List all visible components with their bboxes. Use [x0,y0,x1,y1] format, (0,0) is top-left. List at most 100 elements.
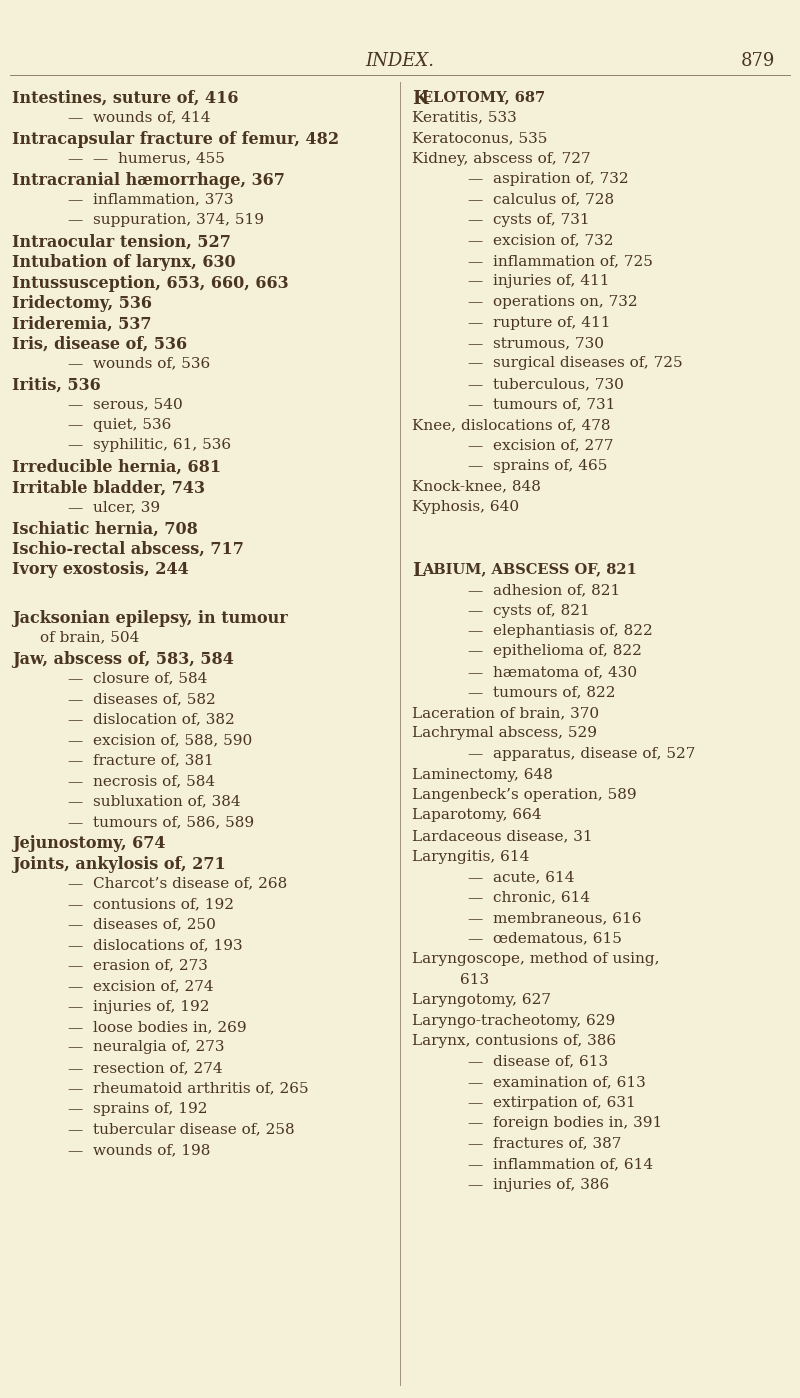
Text: —  excision of, 274: — excision of, 274 [68,979,214,993]
Text: —  subluxation of, 384: — subluxation of, 384 [68,794,241,808]
Text: —  chronic, 614: — chronic, 614 [468,891,590,905]
Text: K: K [412,89,428,108]
Text: —  tumours of, 731: — tumours of, 731 [468,397,615,411]
Text: —  excision of, 588, 590: — excision of, 588, 590 [68,733,252,747]
Text: Jaw, abscess of, 583, 584: Jaw, abscess of, 583, 584 [12,651,234,668]
Text: Jacksonian epilepsy, in tumour: Jacksonian epilepsy, in tumour [12,610,288,626]
Text: Irritable bladder, 743: Irritable bladder, 743 [12,480,205,496]
Text: —  membraneous, 616: — membraneous, 616 [468,911,642,925]
Text: —  contusions of, 192: — contusions of, 192 [68,898,234,911]
Text: Laminectomy, 648: Laminectomy, 648 [412,768,553,781]
Text: Laryngotomy, 627: Laryngotomy, 627 [412,993,551,1007]
Text: —  cysts of, 821: — cysts of, 821 [468,604,590,618]
Text: —  extirpation of, 631: — extirpation of, 631 [468,1096,636,1110]
Text: —  disease of, 613: — disease of, 613 [468,1054,608,1068]
Text: —  examination of, 613: — examination of, 613 [468,1075,646,1089]
Text: —  hæmatoma of, 430: — hæmatoma of, 430 [468,665,637,679]
Text: Jejunostomy, 674: Jejunostomy, 674 [12,836,166,853]
Text: Lardaceous disease, 31: Lardaceous disease, 31 [412,829,593,843]
Text: —  wounds of, 414: — wounds of, 414 [68,110,210,124]
Text: —  closure of, 584: — closure of, 584 [68,671,207,685]
Text: —  diseases of, 582: — diseases of, 582 [68,692,216,706]
Text: —  loose bodies in, 269: — loose bodies in, 269 [68,1021,246,1035]
Text: —  Charcot’s disease of, 268: — Charcot’s disease of, 268 [68,877,287,891]
Text: —  œdematous, 615: — œdematous, 615 [468,931,622,945]
Text: —  dislocation of, 382: — dislocation of, 382 [68,713,234,727]
Text: —  inflammation of, 725: — inflammation of, 725 [468,254,653,268]
Text: Intraocular tension, 527: Intraocular tension, 527 [12,233,231,250]
Text: Laryngo-tracheotomy, 629: Laryngo-tracheotomy, 629 [412,1014,615,1028]
Text: —  wounds of, 536: — wounds of, 536 [68,356,210,370]
Text: —  quiet, 536: — quiet, 536 [68,418,171,432]
Text: Joints, ankylosis of, 271: Joints, ankylosis of, 271 [12,856,226,872]
Text: —  suppuration, 374, 519: — suppuration, 374, 519 [68,212,264,226]
Text: Kyphosis, 640: Kyphosis, 640 [412,500,519,514]
Text: Iritis, 536: Iritis, 536 [12,377,101,394]
Text: Ischiatic hernia, 708: Ischiatic hernia, 708 [12,520,198,537]
Text: Kidney, abscess of, 727: Kidney, abscess of, 727 [412,151,590,165]
Text: —  tuberculous, 730: — tuberculous, 730 [468,377,624,391]
Text: Laparotomy, 664: Laparotomy, 664 [412,808,542,822]
Text: —  erasion of, 273: — erasion of, 273 [68,959,208,973]
Text: —  injuries of, 386: — injuries of, 386 [468,1177,610,1191]
Text: —  fracture of, 381: — fracture of, 381 [68,754,214,768]
Text: Lachrymal abscess, 529: Lachrymal abscess, 529 [412,727,597,741]
Text: —  calculus of, 728: — calculus of, 728 [468,193,614,207]
Text: —  epithelioma of, 822: — epithelioma of, 822 [468,644,642,658]
Text: Laryngoscope, method of using,: Laryngoscope, method of using, [412,952,659,966]
Text: —  inflammation of, 614: — inflammation of, 614 [468,1158,653,1172]
Text: Intracranial hæmorrhage, 367: Intracranial hæmorrhage, 367 [12,172,285,189]
Text: Intubation of larynx, 630: Intubation of larynx, 630 [12,254,236,271]
Text: —  syphilitic, 61, 536: — syphilitic, 61, 536 [68,439,231,453]
Text: Intussusception, 653, 660, 663: Intussusception, 653, 660, 663 [12,274,289,292]
Text: —  ulcer, 39: — ulcer, 39 [68,500,160,514]
Text: Ischio-rectal abscess, 717: Ischio-rectal abscess, 717 [12,541,244,558]
Text: —  elephantiasis of, 822: — elephantiasis of, 822 [468,624,653,637]
Text: —  inflammation, 373: — inflammation, 373 [68,193,234,207]
Text: —  acute, 614: — acute, 614 [468,870,574,884]
Text: —  dislocations of, 193: — dislocations of, 193 [68,938,242,952]
Text: —  neuralgia of, 273: — neuralgia of, 273 [68,1040,225,1054]
Text: —  —  humerus, 455: — — humerus, 455 [68,151,225,165]
Text: —  rheumatoid arthritis of, 265: — rheumatoid arthritis of, 265 [68,1082,309,1096]
Text: Iridectomy, 536: Iridectomy, 536 [12,295,152,312]
Text: —  excision of, 732: — excision of, 732 [468,233,614,247]
Text: Intracapsular fracture of femur, 482: Intracapsular fracture of femur, 482 [12,131,339,148]
Text: L: L [412,562,425,580]
Text: ABIUM, ABSCESS OF, 821: ABIUM, ABSCESS OF, 821 [422,562,637,576]
Text: Ivory exostosis, 244: Ivory exostosis, 244 [12,562,189,579]
Text: —  fractures of, 387: — fractures of, 387 [468,1137,622,1151]
Text: INDEX.: INDEX. [366,52,434,70]
Text: ELOTOMY, 687: ELOTOMY, 687 [422,89,545,103]
Text: Irreducible hernia, 681: Irreducible hernia, 681 [12,459,221,475]
Text: Knee, dislocations of, 478: Knee, dislocations of, 478 [412,418,610,432]
Text: Knock-knee, 848: Knock-knee, 848 [412,480,541,493]
Text: —  tubercular disease of, 258: — tubercular disease of, 258 [68,1123,294,1137]
Text: Laceration of brain, 370: Laceration of brain, 370 [412,706,599,720]
Text: —  diseases of, 250: — diseases of, 250 [68,917,216,931]
Text: —  excision of, 277: — excision of, 277 [468,439,614,453]
Text: —  operations on, 732: — operations on, 732 [468,295,638,309]
Text: —  wounds of, 198: — wounds of, 198 [68,1144,210,1158]
Text: Laryngitis, 614: Laryngitis, 614 [412,850,530,864]
Text: Iris, disease of, 536: Iris, disease of, 536 [12,336,187,354]
Text: —  apparatus, disease of, 527: — apparatus, disease of, 527 [468,747,695,761]
Text: —  necrosis of, 584: — necrosis of, 584 [68,774,215,788]
Text: —  resection of, 274: — resection of, 274 [68,1061,222,1075]
Text: Irideremia, 537: Irideremia, 537 [12,316,151,333]
Text: —  sprains of, 192: — sprains of, 192 [68,1102,207,1116]
Text: —  sprains of, 465: — sprains of, 465 [468,459,607,473]
Text: Intestines, suture of, 416: Intestines, suture of, 416 [12,89,238,108]
Text: —  strumous, 730: — strumous, 730 [468,336,604,350]
Text: —  rupture of, 411: — rupture of, 411 [468,316,610,330]
Text: —  aspiration of, 732: — aspiration of, 732 [468,172,629,186]
Text: —  foreign bodies in, 391: — foreign bodies in, 391 [468,1116,662,1130]
Text: 613: 613 [460,973,489,987]
Text: Keratitis, 533: Keratitis, 533 [412,110,517,124]
Text: —  injuries of, 411: — injuries of, 411 [468,274,610,288]
Text: —  adhesion of, 821: — adhesion of, 821 [468,583,620,597]
Text: Langenbeck’s operation, 589: Langenbeck’s operation, 589 [412,788,637,802]
Text: of brain, 504: of brain, 504 [40,630,139,644]
Text: —  tumours of, 822: — tumours of, 822 [468,685,615,699]
Text: Larynx, contusions of, 386: Larynx, contusions of, 386 [412,1035,616,1048]
